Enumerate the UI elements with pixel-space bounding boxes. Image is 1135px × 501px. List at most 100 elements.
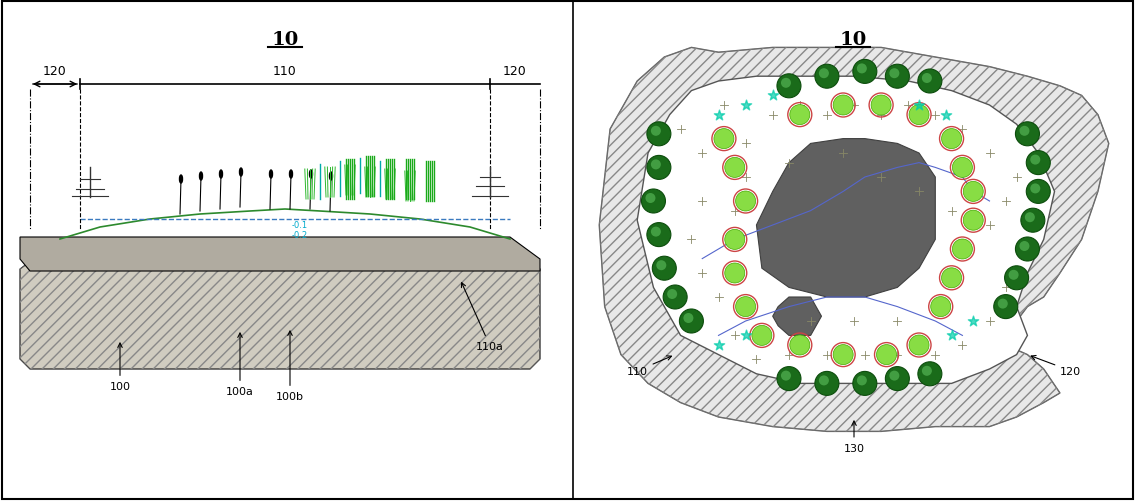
- Point: [942, 332, 960, 340]
- Polygon shape: [60, 199, 510, 239]
- Circle shape: [833, 96, 854, 116]
- Circle shape: [942, 268, 961, 288]
- Circle shape: [751, 326, 772, 346]
- Circle shape: [952, 239, 973, 260]
- Ellipse shape: [310, 171, 312, 179]
- Circle shape: [781, 371, 791, 381]
- Circle shape: [890, 371, 899, 381]
- Text: 100: 100: [109, 343, 131, 391]
- Text: -0.2: -0.2: [292, 230, 308, 239]
- Point: [910, 102, 928, 110]
- Circle shape: [725, 158, 745, 178]
- Polygon shape: [20, 239, 540, 369]
- Circle shape: [646, 193, 655, 203]
- Circle shape: [815, 65, 839, 89]
- Circle shape: [931, 297, 951, 317]
- Circle shape: [885, 65, 909, 89]
- Ellipse shape: [269, 171, 272, 179]
- Circle shape: [998, 299, 1008, 309]
- Text: 120: 120: [43, 65, 67, 78]
- Circle shape: [918, 70, 942, 94]
- Circle shape: [1026, 151, 1050, 175]
- Circle shape: [714, 129, 734, 149]
- Circle shape: [683, 313, 693, 323]
- Circle shape: [663, 286, 687, 310]
- Point: [764, 92, 782, 100]
- Circle shape: [1020, 209, 1045, 233]
- Circle shape: [647, 123, 671, 146]
- Ellipse shape: [219, 171, 222, 179]
- Circle shape: [857, 376, 867, 386]
- Text: 130: 130: [843, 421, 865, 453]
- Circle shape: [964, 182, 983, 202]
- Circle shape: [725, 264, 745, 284]
- Text: 100b: 100b: [276, 331, 304, 401]
- Circle shape: [735, 191, 756, 211]
- Circle shape: [1025, 213, 1035, 223]
- Circle shape: [890, 69, 899, 79]
- Circle shape: [818, 376, 829, 386]
- Text: 10: 10: [840, 31, 867, 49]
- Ellipse shape: [329, 173, 333, 181]
- Text: 100a: 100a: [226, 333, 254, 396]
- Point: [737, 102, 755, 110]
- Circle shape: [1026, 180, 1050, 204]
- Circle shape: [647, 156, 671, 180]
- Circle shape: [1031, 155, 1041, 165]
- Circle shape: [1016, 237, 1040, 262]
- Circle shape: [857, 64, 867, 74]
- Ellipse shape: [289, 171, 293, 179]
- Circle shape: [815, 372, 839, 396]
- Point: [964, 317, 982, 325]
- Circle shape: [942, 129, 961, 149]
- Circle shape: [650, 160, 661, 170]
- Circle shape: [852, 372, 877, 396]
- Circle shape: [725, 230, 745, 250]
- Circle shape: [781, 79, 791, 89]
- Polygon shape: [599, 48, 1109, 431]
- Circle shape: [922, 74, 932, 84]
- Circle shape: [994, 295, 1018, 319]
- Text: 110a: 110a: [462, 283, 504, 351]
- Text: 110: 110: [274, 65, 297, 78]
- Point: [709, 341, 728, 349]
- Polygon shape: [637, 77, 1054, 384]
- Circle shape: [1009, 270, 1018, 280]
- Circle shape: [653, 257, 676, 281]
- Circle shape: [909, 335, 930, 355]
- Polygon shape: [20, 237, 540, 272]
- Circle shape: [885, 367, 909, 391]
- Ellipse shape: [179, 176, 183, 184]
- Circle shape: [790, 105, 809, 125]
- Ellipse shape: [200, 173, 202, 181]
- Circle shape: [871, 96, 891, 116]
- Circle shape: [650, 227, 661, 237]
- Polygon shape: [773, 298, 822, 336]
- Circle shape: [876, 345, 897, 365]
- Circle shape: [1016, 123, 1040, 146]
- Circle shape: [1031, 184, 1041, 194]
- Circle shape: [641, 189, 665, 213]
- Circle shape: [735, 297, 756, 317]
- Circle shape: [909, 105, 930, 125]
- Circle shape: [680, 310, 704, 333]
- Text: 110: 110: [627, 356, 672, 376]
- Circle shape: [790, 335, 809, 355]
- Text: 120: 120: [503, 65, 527, 78]
- Point: [709, 111, 728, 119]
- Circle shape: [1019, 127, 1029, 137]
- Circle shape: [922, 366, 932, 376]
- Circle shape: [1019, 241, 1029, 252]
- Circle shape: [1004, 266, 1028, 290]
- Circle shape: [833, 345, 854, 365]
- Ellipse shape: [239, 169, 243, 177]
- Text: 10: 10: [271, 31, 299, 49]
- Point: [938, 111, 956, 119]
- Circle shape: [964, 211, 983, 231]
- Circle shape: [647, 223, 671, 247]
- Circle shape: [777, 75, 801, 99]
- Circle shape: [667, 290, 678, 300]
- Circle shape: [777, 367, 801, 391]
- Circle shape: [656, 261, 666, 271]
- Text: -0.1: -0.1: [292, 220, 308, 229]
